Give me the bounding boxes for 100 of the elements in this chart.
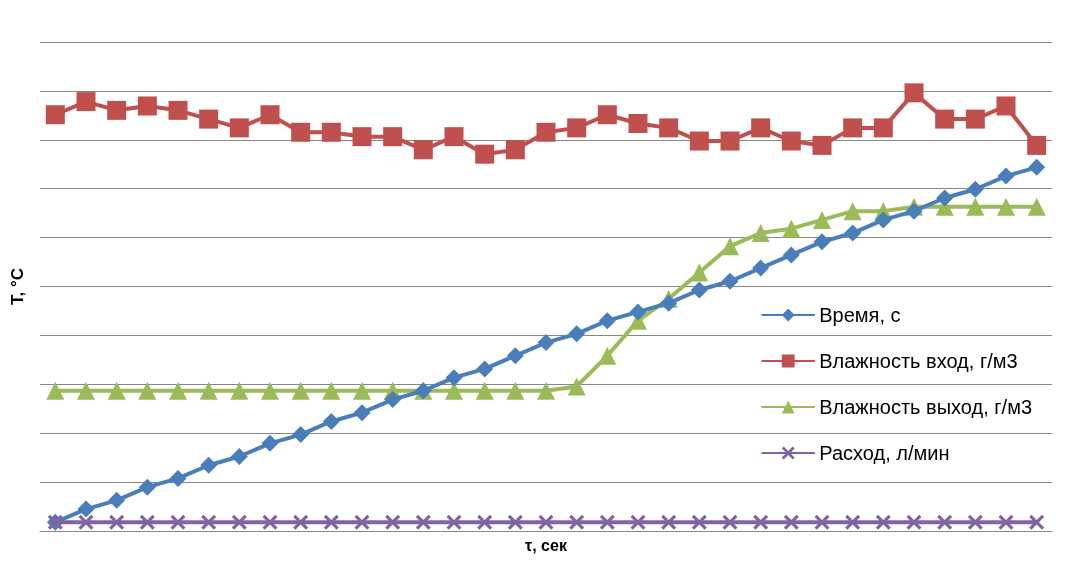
point [169, 469, 187, 487]
point [293, 514, 309, 530]
point [845, 514, 861, 530]
point [813, 233, 831, 251]
point [813, 210, 831, 229]
point [905, 202, 923, 220]
point [661, 514, 677, 530]
point [506, 381, 525, 400]
point [569, 514, 585, 530]
point [475, 144, 495, 164]
point [230, 448, 248, 466]
point [599, 514, 615, 530]
point [137, 96, 157, 116]
point [321, 122, 341, 142]
point [996, 96, 1016, 116]
point [108, 491, 126, 509]
legend-label: Время, с [819, 304, 901, 326]
point [385, 514, 401, 530]
point [476, 360, 494, 378]
point [201, 514, 217, 530]
point [292, 426, 310, 444]
point [720, 131, 740, 151]
point [843, 118, 863, 138]
point [812, 135, 832, 155]
point [874, 211, 892, 229]
point [781, 131, 801, 151]
point [782, 246, 800, 264]
point [935, 109, 955, 129]
point [814, 514, 830, 530]
point [352, 127, 372, 147]
point [1029, 514, 1045, 530]
point [477, 514, 493, 530]
point [997, 167, 1015, 185]
point [690, 281, 708, 299]
point [170, 514, 186, 530]
point [78, 514, 94, 530]
point [107, 381, 126, 400]
point [353, 404, 371, 422]
point [997, 197, 1015, 216]
point [906, 514, 922, 530]
point [628, 114, 648, 133]
point [169, 381, 187, 400]
point [107, 100, 127, 120]
point [966, 180, 984, 198]
point [475, 381, 494, 400]
point [937, 514, 953, 530]
legend-label: Влажность выход, г/м3 [819, 396, 1033, 418]
point [875, 514, 891, 530]
point [77, 381, 95, 400]
point [538, 514, 554, 530]
point [966, 197, 985, 216]
legend-label: Расход, л/мин [819, 442, 950, 464]
point [199, 109, 219, 129]
point [1027, 135, 1047, 155]
point [660, 294, 678, 312]
point [109, 514, 125, 530]
x-axis-title: τ, сек [525, 537, 568, 555]
point [445, 369, 463, 387]
point [568, 325, 586, 343]
legend-label: Влажность вход, г/м3 [819, 350, 1018, 372]
point [1027, 197, 1046, 216]
point [262, 514, 278, 530]
point [629, 303, 647, 321]
point [354, 514, 370, 530]
point [752, 259, 770, 277]
point [751, 224, 770, 243]
point [383, 127, 403, 147]
point [323, 514, 339, 530]
point [783, 514, 799, 530]
point [446, 514, 462, 530]
point [46, 381, 65, 400]
point [567, 377, 586, 396]
point [998, 514, 1014, 530]
point [659, 118, 679, 138]
y-axis-title: Т, °С [8, 267, 27, 306]
point [322, 381, 341, 400]
point [844, 224, 862, 242]
point [965, 109, 985, 129]
point [260, 105, 280, 125]
point [597, 105, 617, 125]
point [506, 347, 524, 365]
point [76, 92, 96, 112]
point [567, 118, 587, 138]
point [230, 381, 249, 400]
point [751, 118, 771, 138]
point [721, 272, 739, 290]
point [690, 263, 709, 282]
point [413, 140, 433, 160]
point [843, 202, 862, 221]
point [505, 140, 525, 160]
point [507, 514, 523, 530]
point [229, 118, 249, 138]
point [630, 514, 646, 530]
point [291, 122, 311, 142]
point [782, 219, 801, 238]
point [598, 312, 616, 330]
point [322, 412, 340, 430]
point [537, 381, 555, 400]
point [537, 334, 555, 352]
point [199, 381, 218, 400]
